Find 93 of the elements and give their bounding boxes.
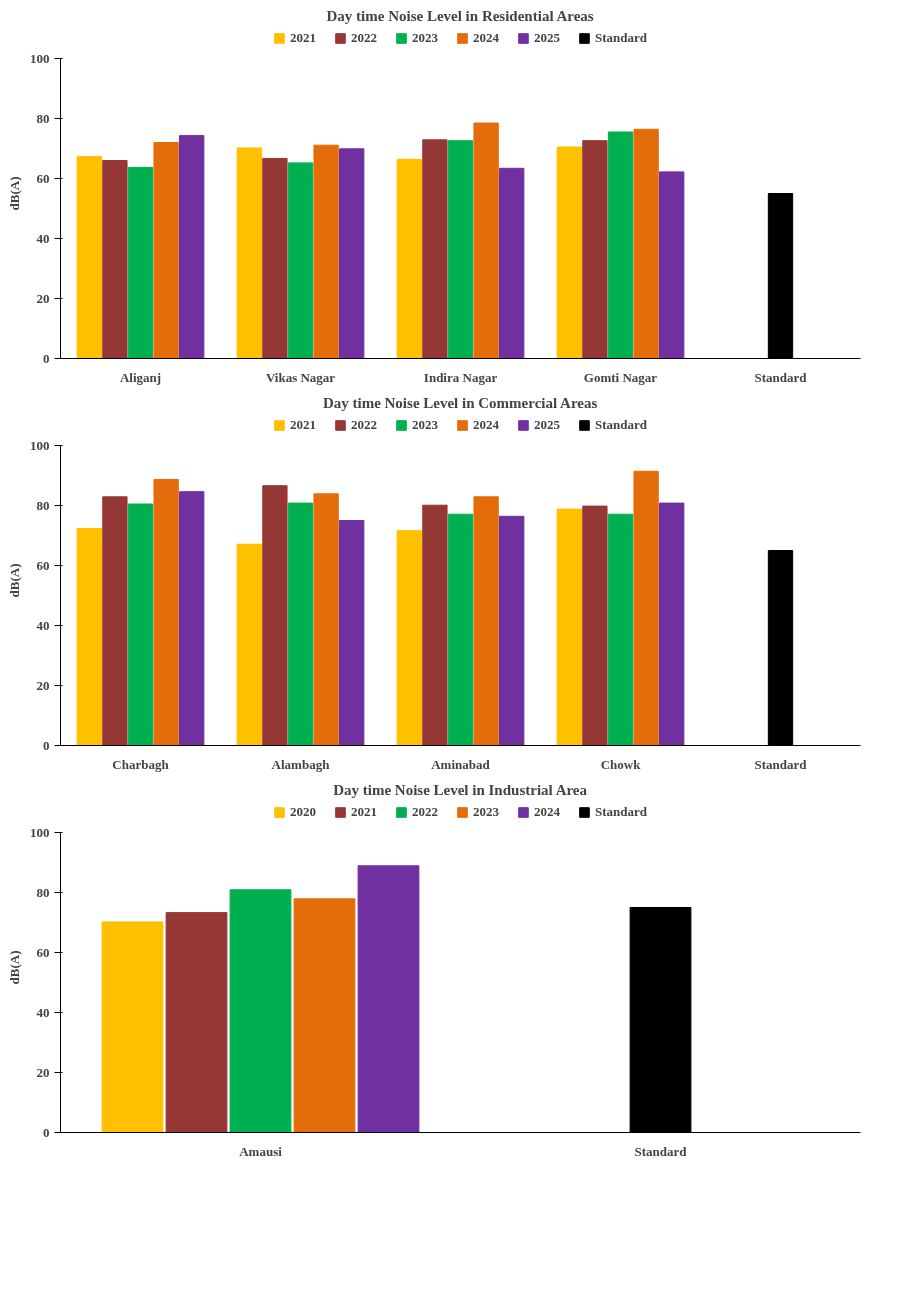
bar — [473, 496, 499, 746]
y-tick-label: 100 — [30, 50, 50, 66]
y-tick-label: 40 — [36, 1004, 50, 1020]
y-tick-label: 20 — [36, 290, 50, 306]
legend-label: 2020 — [289, 804, 316, 820]
x-tick-label: Vikas Nagar — [265, 369, 336, 385]
legend-label: 2023 — [411, 30, 438, 46]
x-tick-label: Charbagh — [112, 756, 170, 772]
legend-label: 2021 — [289, 417, 316, 433]
bar — [499, 515, 525, 746]
x-tick-label: Amausi — [239, 1143, 283, 1159]
y-axis-title: dB(A) — [7, 950, 22, 985]
x-tick-label: Gomti Nagar — [583, 369, 658, 385]
legend-label: 2023 — [472, 804, 499, 820]
bar — [659, 171, 685, 359]
legend-label: 2025 — [533, 417, 560, 433]
bar — [339, 148, 365, 359]
bar — [76, 528, 102, 746]
bar — [447, 513, 474, 746]
y-tick-label: 60 — [36, 170, 50, 186]
y-tick-label: 60 — [36, 557, 50, 573]
legend-label: Standard — [594, 804, 648, 820]
y-tick-label: 20 — [36, 1064, 50, 1080]
legend-label: 2021 — [350, 804, 377, 820]
bar — [179, 491, 205, 746]
bar — [447, 140, 474, 359]
bar — [127, 166, 154, 359]
y-tick-label: 40 — [36, 617, 50, 633]
legend-label: 2024 — [472, 417, 499, 433]
legend-label: 2023 — [411, 417, 438, 433]
bar — [127, 503, 154, 746]
y-tick-label: 0 — [43, 1124, 50, 1140]
y-tick-label: 60 — [36, 944, 50, 960]
x-tick-label: Aminabad — [431, 756, 491, 772]
bar — [396, 530, 422, 746]
x-tick-label: Aliganj — [119, 369, 162, 385]
bar — [102, 496, 128, 746]
bar — [236, 147, 262, 359]
y-tick-label: 0 — [43, 737, 50, 753]
bar — [499, 167, 525, 359]
bar — [633, 128, 659, 359]
x-tick-label: Indira Nagar — [423, 369, 498, 385]
y-tick-label: 40 — [36, 230, 50, 246]
y-tick-label: 100 — [30, 437, 50, 453]
bar — [102, 160, 128, 359]
legend-label: 2022 — [350, 417, 377, 433]
y-axis-title: dB(A) — [7, 176, 22, 211]
legend-label: 2021 — [289, 30, 316, 46]
legend-label: 2024 — [472, 30, 499, 46]
bar — [607, 131, 634, 359]
x-tick-label: Chowk — [600, 756, 642, 772]
y-tick-label: 80 — [36, 884, 50, 900]
legend-label: 2024 — [533, 804, 560, 820]
chart-title: Day time Noise Level in Residential Areas — [326, 7, 594, 24]
bar — [236, 543, 262, 746]
y-tick-label: 80 — [36, 497, 50, 513]
bar — [633, 470, 659, 746]
bar — [422, 504, 448, 746]
bar — [556, 146, 582, 359]
bar — [287, 162, 314, 359]
bar — [153, 142, 179, 359]
bar — [179, 135, 205, 359]
y-tick-label: 80 — [36, 110, 50, 126]
bar — [287, 502, 314, 746]
bar — [262, 485, 288, 746]
bar — [313, 493, 339, 746]
bar — [396, 158, 422, 359]
bar — [607, 513, 634, 746]
bar — [582, 140, 608, 359]
bar — [313, 144, 339, 359]
bar — [76, 156, 102, 359]
legend-label: 2022 — [411, 804, 438, 820]
x-tick-label: Standard — [754, 756, 808, 772]
bar — [339, 520, 365, 746]
chart-title: Day time Noise Level in Industrial Area — [333, 781, 588, 798]
y-axis-title: dB(A) — [7, 563, 22, 598]
chart-title: Day time Noise Level in Commercial Areas — [322, 394, 598, 411]
legend-label: Standard — [594, 30, 648, 46]
y-tick-label: 20 — [36, 677, 50, 693]
bar — [659, 502, 685, 746]
legend-label: 2022 — [350, 30, 377, 46]
x-tick-label: Standard — [754, 369, 808, 385]
bar — [153, 478, 179, 746]
y-tick-label: 0 — [43, 350, 50, 366]
bar — [262, 157, 288, 359]
bar — [556, 508, 582, 746]
bar — [473, 122, 499, 359]
legend-label: Standard — [594, 417, 648, 433]
bar — [582, 505, 608, 746]
bar — [422, 139, 448, 359]
legend-label: 2025 — [533, 30, 560, 46]
y-tick-label: 100 — [30, 824, 50, 840]
x-tick-label: Alambagh — [271, 756, 331, 772]
